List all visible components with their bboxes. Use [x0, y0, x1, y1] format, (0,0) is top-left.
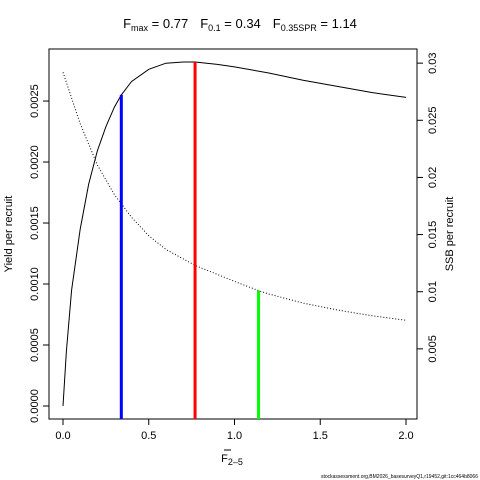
- y-axis-label-right: SSB per recruit: [444, 197, 456, 272]
- x-axis-label-text: F2–5: [221, 453, 243, 467]
- x-tick-label: 2.0: [398, 430, 413, 442]
- x-tick-label: 0.5: [141, 430, 156, 442]
- title-equals: =: [148, 16, 163, 31]
- ssb-per-recruit-line: [62, 72, 407, 321]
- y-tick-label-right: 0.03: [427, 52, 439, 73]
- y-tick-label-left: 0.0010: [29, 267, 41, 301]
- chart-title: Fmax = 0.77 F0.1 = 0.34 F0.35SPR = 1.14: [123, 16, 357, 33]
- plot-frame: [48, 48, 418, 420]
- y-tick-label-left: 0.0020: [29, 145, 41, 179]
- x-axis-label-symbol: F: [221, 453, 228, 465]
- y-tick-label-right: 0.005: [427, 335, 439, 363]
- y-tick-label-right: 0.02: [427, 167, 439, 188]
- title-value: 1.14: [332, 16, 357, 31]
- x-axis-label: F2–5: [221, 449, 243, 467]
- y-tick-label-left: 0.0005: [29, 328, 41, 362]
- y-tick-label-right: 0.01: [427, 281, 439, 302]
- x-tick-label: 0.0: [55, 430, 70, 442]
- y-tick-label-left: 0.0025: [29, 84, 41, 118]
- y-axis-label-left: Yield per recruit: [3, 196, 15, 273]
- y-axis-left: 0.0000 0.0005 0.0010 0.0015 0.0020 0.0025: [29, 84, 50, 423]
- y-axis-right: 0.005 0.01 0.015 0.02 0.025 0.03: [416, 52, 439, 363]
- y-tick-label-left: 0.0015: [29, 206, 41, 240]
- title-value: 0.34: [235, 16, 260, 31]
- footer-credit: stockassessment.org,BM2026_basesurveyQ1,…: [321, 474, 478, 480]
- series-group: [62, 61, 407, 407]
- y-tick-label-right: 0.025: [427, 107, 439, 135]
- reference-lines: [119, 62, 261, 419]
- x-tick-label: 1.0: [227, 430, 242, 442]
- x-tick-label: 1.5: [313, 430, 328, 442]
- x-axis-label-subscript: 2–5: [228, 457, 243, 467]
- title-symbol: F: [123, 16, 131, 31]
- y-tick-label-left: 0.0000: [29, 389, 41, 423]
- title-equals: =: [317, 16, 332, 31]
- chart-title-text: Fmax = 0.77 F0.1 = 0.34 F0.35SPR = 1.14: [123, 16, 357, 33]
- y-tick-label-right: 0.015: [427, 221, 439, 249]
- title-subscript: 0.1: [208, 23, 221, 33]
- title-subscript: max: [131, 23, 149, 33]
- title-equals: =: [221, 16, 236, 31]
- title-subscript: 0.35SPR: [281, 23, 318, 33]
- yield-per-recruit-line: [62, 61, 407, 407]
- title-symbol: F: [273, 16, 281, 31]
- x-axis: 0.0 0.5 1.0 1.5 2.0: [55, 418, 414, 442]
- title-symbol: F: [200, 16, 208, 31]
- title-value: 0.77: [163, 16, 188, 31]
